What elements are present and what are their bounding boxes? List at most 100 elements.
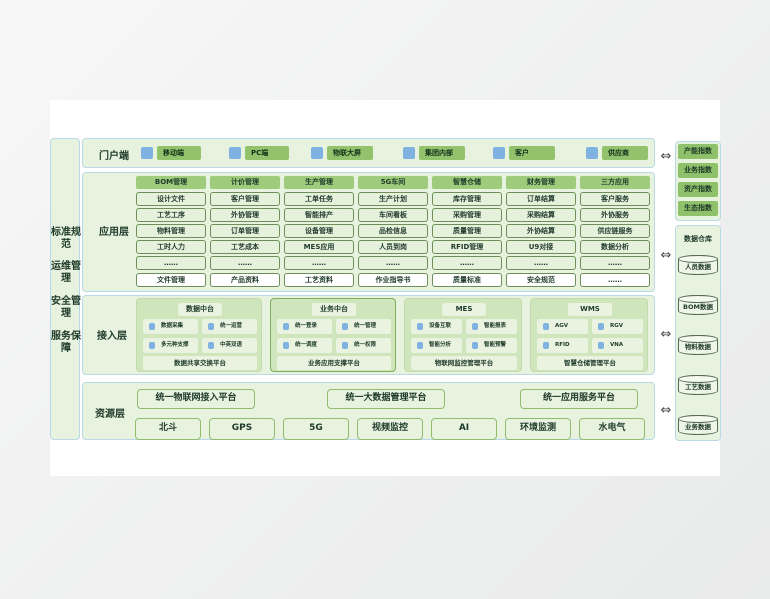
access-item[interactable]: 统一管理 [336, 319, 391, 334]
app-item[interactable]: 设计文件 [136, 192, 206, 206]
data-store-item[interactable]: 人员数据 [678, 255, 718, 275]
access-item[interactable]: 统一调度 [277, 338, 332, 353]
access-item[interactable]: 设备互联 [411, 319, 462, 334]
access-item[interactable]: 智能预警 [466, 338, 517, 353]
app-item[interactable]: …… [580, 256, 650, 270]
app-item[interactable]: 工单任务 [284, 192, 354, 206]
app-item[interactable]: 安全规范 [506, 273, 576, 287]
resource-item[interactable]: GPS [209, 418, 275, 440]
app-item[interactable]: 作业指导书 [358, 273, 428, 287]
portal-item-1[interactable]: PC端 [245, 146, 289, 160]
index-item[interactable]: 生态指数 [678, 201, 718, 216]
resource-platform[interactable]: 统一物联网接入平台 [137, 389, 255, 409]
app-item[interactable]: 工艺成本 [210, 240, 280, 254]
resource-item[interactable]: 视频监控 [357, 418, 423, 440]
app-item[interactable]: 数据分析 [580, 240, 650, 254]
app-item[interactable]: …… [506, 256, 576, 270]
resource-item[interactable]: 水电气 [579, 418, 645, 440]
resource-platform[interactable]: 统一大数据管理平台 [327, 389, 445, 409]
feature-icon [149, 342, 155, 349]
supplier-icon [586, 147, 598, 159]
app-item[interactable]: 工艺工序 [136, 208, 206, 222]
data-store-item[interactable]: 物料数据 [678, 335, 718, 355]
app-item[interactable]: …… [358, 256, 428, 270]
app-item[interactable]: 客户服务 [580, 192, 650, 206]
index-item[interactable]: 产能指数 [678, 144, 718, 159]
app-item[interactable]: …… [432, 256, 502, 270]
data-store-item[interactable]: 工艺数据 [678, 375, 718, 395]
access-item[interactable]: 中英双语 [202, 338, 257, 353]
resource-item[interactable]: 北斗 [135, 418, 201, 440]
app-item[interactable]: 外协管理 [210, 208, 280, 222]
app-item[interactable]: 质量标准 [432, 273, 502, 287]
app-item[interactable]: 文件管理 [136, 273, 206, 287]
feature-icon [472, 342, 478, 349]
index-item[interactable]: 资产指数 [678, 182, 718, 197]
app-item[interactable]: RFID管理 [432, 240, 502, 254]
access-item-label: 多元种支撑 [161, 342, 189, 348]
app-item[interactable]: 设备管理 [284, 224, 354, 238]
double-arrow-icon: ⇔ [660, 403, 672, 418]
portal-item-0[interactable]: 移动端 [157, 146, 201, 160]
portal-item-4[interactable]: 客户 [509, 146, 555, 160]
access-item[interactable]: VNA [592, 338, 643, 353]
app-item[interactable]: 生产计划 [358, 192, 428, 206]
app-item[interactable]: 智能排产 [284, 208, 354, 222]
feature-icon [598, 342, 604, 349]
app-item[interactable]: 供应链服务 [580, 224, 650, 238]
access-item[interactable]: 智能报表 [466, 319, 517, 334]
resource-item[interactable]: AI [431, 418, 497, 440]
app-item[interactable]: 品检信息 [358, 224, 428, 238]
portal-item-2[interactable]: 物联大屏 [327, 146, 373, 160]
portal-item-5[interactable]: 供应商 [602, 146, 648, 160]
app-item[interactable]: 工时人力 [136, 240, 206, 254]
app-item[interactable]: 客户管理 [210, 192, 280, 206]
access-block-footer: 智慧仓储管理平台 [537, 356, 643, 370]
app-item[interactable]: 人员到岗 [358, 240, 428, 254]
app-item[interactable]: 订单结算 [506, 192, 576, 206]
feature-icon [342, 342, 348, 349]
index-item[interactable]: 业务指数 [678, 163, 718, 178]
access-item[interactable]: 统一运营 [202, 319, 257, 334]
app-item[interactable]: 质量管理 [432, 224, 502, 238]
resource-platform[interactable]: 统一应用服务平台 [520, 389, 638, 409]
access-block: WMS AGV RGV RFID VNA 智慧仓储管理平台 [530, 298, 648, 372]
app-item[interactable]: 产品资料 [210, 273, 280, 287]
data-store-item[interactable]: 业务数据 [678, 415, 718, 435]
app-item[interactable]: …… [284, 256, 354, 270]
access-item[interactable]: 统一权限 [336, 338, 391, 353]
access-item[interactable]: AGV [537, 319, 588, 334]
app-item[interactable]: 库存管理 [432, 192, 502, 206]
resource-item[interactable]: 环境监测 [505, 418, 571, 440]
app-item[interactable]: …… [136, 256, 206, 270]
app-item[interactable]: 工艺资料 [284, 273, 354, 287]
app-item[interactable]: MES应用 [284, 240, 354, 254]
app-item[interactable]: 物料管理 [136, 224, 206, 238]
access-block-title: 业务中台 [312, 303, 356, 316]
access-item-label: VNA [610, 342, 624, 348]
access-block: MES 设备互联 智能报表 智能分析 智能预警 物联网监控管理平台 [404, 298, 522, 372]
app-item[interactable]: 采购结算 [506, 208, 576, 222]
access-item[interactable]: 统一登录 [277, 319, 332, 334]
building-icon [403, 147, 415, 159]
resource-item[interactable]: 5G [283, 418, 349, 440]
data-store-item[interactable]: BOM数据 [678, 295, 718, 315]
access-item[interactable]: 数据采集 [143, 319, 198, 334]
access-block-footer: 物联网监控管理平台 [411, 356, 517, 370]
application-label: 应用层 [99, 227, 129, 238]
app-item[interactable]: U9对接 [506, 240, 576, 254]
app-item[interactable]: 采购管理 [432, 208, 502, 222]
access-item[interactable]: 多元种支撑 [143, 338, 198, 353]
app-item[interactable]: …… [580, 273, 650, 287]
standard-label: 标准规范 [51, 227, 81, 250]
app-item[interactable]: 订单管理 [210, 224, 280, 238]
portal-item-3[interactable]: 集团内部 [419, 146, 465, 160]
access-item[interactable]: 智能分析 [411, 338, 462, 353]
app-item[interactable]: 外协服务 [580, 208, 650, 222]
app-item[interactable]: 外协结算 [506, 224, 576, 238]
app-item[interactable]: …… [210, 256, 280, 270]
access-item-label: AGV [555, 323, 569, 329]
access-item[interactable]: RGV [592, 319, 643, 334]
app-item[interactable]: 车间看板 [358, 208, 428, 222]
access-item[interactable]: RFID [537, 338, 588, 353]
